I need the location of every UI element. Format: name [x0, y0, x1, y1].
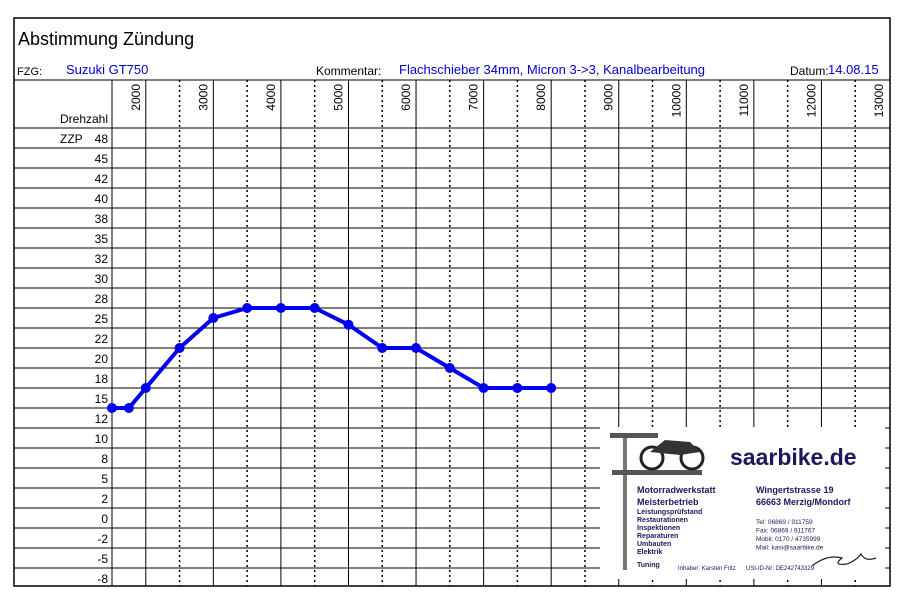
data-point — [343, 319, 354, 330]
comment: Flachschieber 34mm, Micron 3->3, Kanalbe… — [399, 62, 705, 77]
data-point — [140, 383, 151, 393]
data-point — [512, 383, 523, 393]
stamp-bar — [612, 470, 702, 475]
stamp-contact: Mail: kasi@saarbike.de — [756, 545, 824, 552]
x-tick-label: 8000 — [534, 84, 548, 111]
data-point — [275, 303, 286, 313]
y-tick-label: -2 — [97, 532, 108, 546]
x-tick-label: 11000 — [737, 84, 751, 117]
x-tick-label: 3000 — [196, 84, 210, 111]
x-tick-label: 12000 — [804, 84, 818, 118]
y-tick-label: 22 — [95, 332, 109, 346]
stamp-post — [623, 438, 627, 570]
stamp-address: Wingertstrasse 19 — [756, 485, 833, 495]
plot — [107, 303, 557, 413]
vehicle-label: FZG: — [17, 66, 42, 78]
vehicle: Suzuki GT750 — [66, 62, 148, 77]
y-tick-label: 5 — [101, 472, 108, 486]
y-tick-label: 25 — [95, 312, 109, 326]
x-tick-label: 13000 — [872, 84, 886, 118]
x-axis-label: Drehzahl — [60, 112, 108, 126]
stamp-contact: Mobil: 0170 / 4735999 — [756, 536, 821, 543]
stamp-owner: Inhaber: Karsten Fritz — [678, 566, 736, 572]
y-tick-label: 48 — [95, 132, 109, 146]
stamp-service: Umbauten — [637, 541, 671, 548]
comment-label: Kommentar: — [316, 64, 381, 78]
data-point — [411, 343, 422, 353]
y-tick-label: 38 — [95, 212, 109, 226]
y-tick-label: 30 — [95, 272, 109, 286]
data-point — [174, 343, 185, 353]
stamp-contact: Fax: 06869 / 911767 — [756, 528, 816, 535]
x-tick-label: 2000 — [129, 84, 143, 111]
stamp-brand: saarbike.de — [730, 444, 857, 470]
stamp-service: Tuning — [637, 562, 660, 569]
y-tick-label: -5 — [97, 552, 108, 566]
x-tick-label: 9000 — [602, 84, 616, 111]
signature — [811, 552, 877, 567]
y-tick-label: 2 — [101, 492, 108, 506]
y-tick-label: 45 — [95, 152, 109, 166]
date: 14.08.15 — [828, 62, 879, 77]
data-point — [309, 303, 320, 313]
data-point — [478, 383, 489, 393]
stamp-service: Meisterbetrieb — [637, 497, 699, 507]
stamp: saarbike.de Motorradwerkstatt Meisterbetr… — [600, 427, 885, 579]
y-tick-label: 42 — [95, 172, 109, 186]
y-tick-label: 12 — [95, 412, 109, 426]
bike-body — [650, 440, 700, 455]
y-tick-label: 28 — [95, 292, 109, 306]
data-point — [377, 343, 388, 353]
stamp-tax: USt-ID-Nr: DE242743329 — [746, 566, 815, 572]
stamp-service: Restaurationen — [637, 517, 688, 524]
date-label: Datum: — [790, 64, 829, 78]
y-axis-label: ZZP — [60, 132, 83, 146]
stamp-service: Motorradwerkstatt — [637, 485, 716, 495]
stamp-address: 66663 Merzig/Mondorf — [756, 497, 852, 507]
y-tick-label: 20 — [95, 352, 109, 366]
y-tick-label: 10 — [95, 432, 109, 446]
y-tick-label: 18 — [95, 372, 109, 386]
data-point — [546, 383, 557, 393]
data-point — [123, 403, 134, 413]
stamp-service: Elektrik — [637, 549, 662, 556]
data-point — [444, 363, 455, 373]
stamp-service: Inspektionen — [637, 525, 680, 532]
stamp-service: Leistungsprüfstand — [637, 509, 702, 516]
x-tick-label: 5000 — [331, 84, 345, 111]
data-point — [107, 403, 117, 413]
bike-wheel — [639, 445, 665, 471]
y-tick-label: 32 — [95, 252, 109, 266]
y-tick-label: 0 — [101, 512, 108, 526]
y-tick-label: 35 — [95, 232, 109, 246]
stamp-service: Reparaturen — [637, 533, 678, 540]
title: Abstimmung Zündung — [18, 29, 194, 49]
y-tick-label: 8 — [101, 452, 108, 466]
y-tick-label: 15 — [95, 392, 109, 406]
x-tick-label: 10000 — [669, 84, 683, 118]
y-tick-label: -8 — [97, 572, 108, 586]
x-tick-label: 4000 — [264, 84, 278, 111]
x-tick-label: 6000 — [399, 84, 413, 111]
y-tick-label: 40 — [95, 192, 109, 206]
x-tick-label: 7000 — [467, 84, 481, 111]
data-point — [242, 303, 253, 313]
stamp-bar — [610, 433, 658, 438]
stamp-background — [600, 427, 885, 579]
data-point — [208, 313, 219, 323]
stamp-contact: Tel: 06869 / 911759 — [756, 519, 813, 526]
